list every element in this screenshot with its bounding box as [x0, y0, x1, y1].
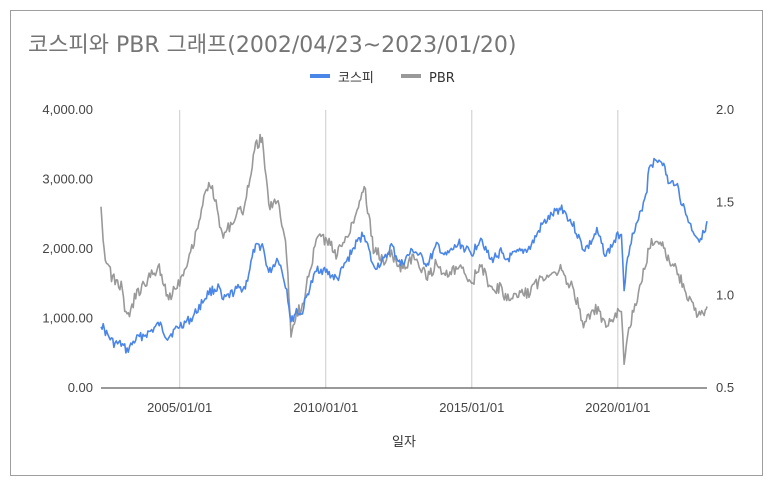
x-tick-label: 2015/01/01	[439, 400, 504, 415]
y-left-tick-label: 3,000.00	[42, 172, 93, 187]
kospi-line	[100, 157, 708, 354]
legend-label-pbr: PBR	[429, 71, 455, 86]
y-right-tick-label: 1.0	[716, 287, 734, 302]
chart-frame	[10, 10, 763, 476]
legend: 코스피 PBR	[310, 71, 455, 86]
y-right-tick-label: 0.5	[716, 380, 734, 395]
y-right-tick-label: 1.5	[716, 195, 734, 210]
x-tick-label: 2020/01/01	[585, 400, 650, 415]
x-axis-label: 일자	[392, 435, 416, 450]
pbr-line	[100, 133, 708, 366]
y-right-tick-label: 2.0	[716, 102, 734, 117]
x-tick-label: 2005/01/01	[147, 400, 212, 415]
series-layer	[100, 133, 708, 366]
y-left-tick-label: 2,000.00	[42, 241, 93, 256]
y-left-tick-label: 1,000.00	[42, 311, 93, 326]
gridlines	[179, 110, 619, 388]
chart-title: 코스피와 PBR 그래프(2002/04/23~2023/01/20)	[28, 33, 517, 58]
y-left-tick-label: 4,000.00	[42, 102, 93, 117]
legend-label-kospi: 코스피	[338, 71, 374, 86]
legend-swatch-pbr	[401, 74, 421, 78]
axes-layer: 2005/01/01 2010/01/01 2015/01/01 2020/01/01…	[42, 102, 734, 415]
x-tick-label: 2010/01/01	[293, 400, 358, 415]
legend-swatch-kospi	[310, 74, 330, 78]
y-left-tick-label: 0.00	[68, 380, 93, 395]
